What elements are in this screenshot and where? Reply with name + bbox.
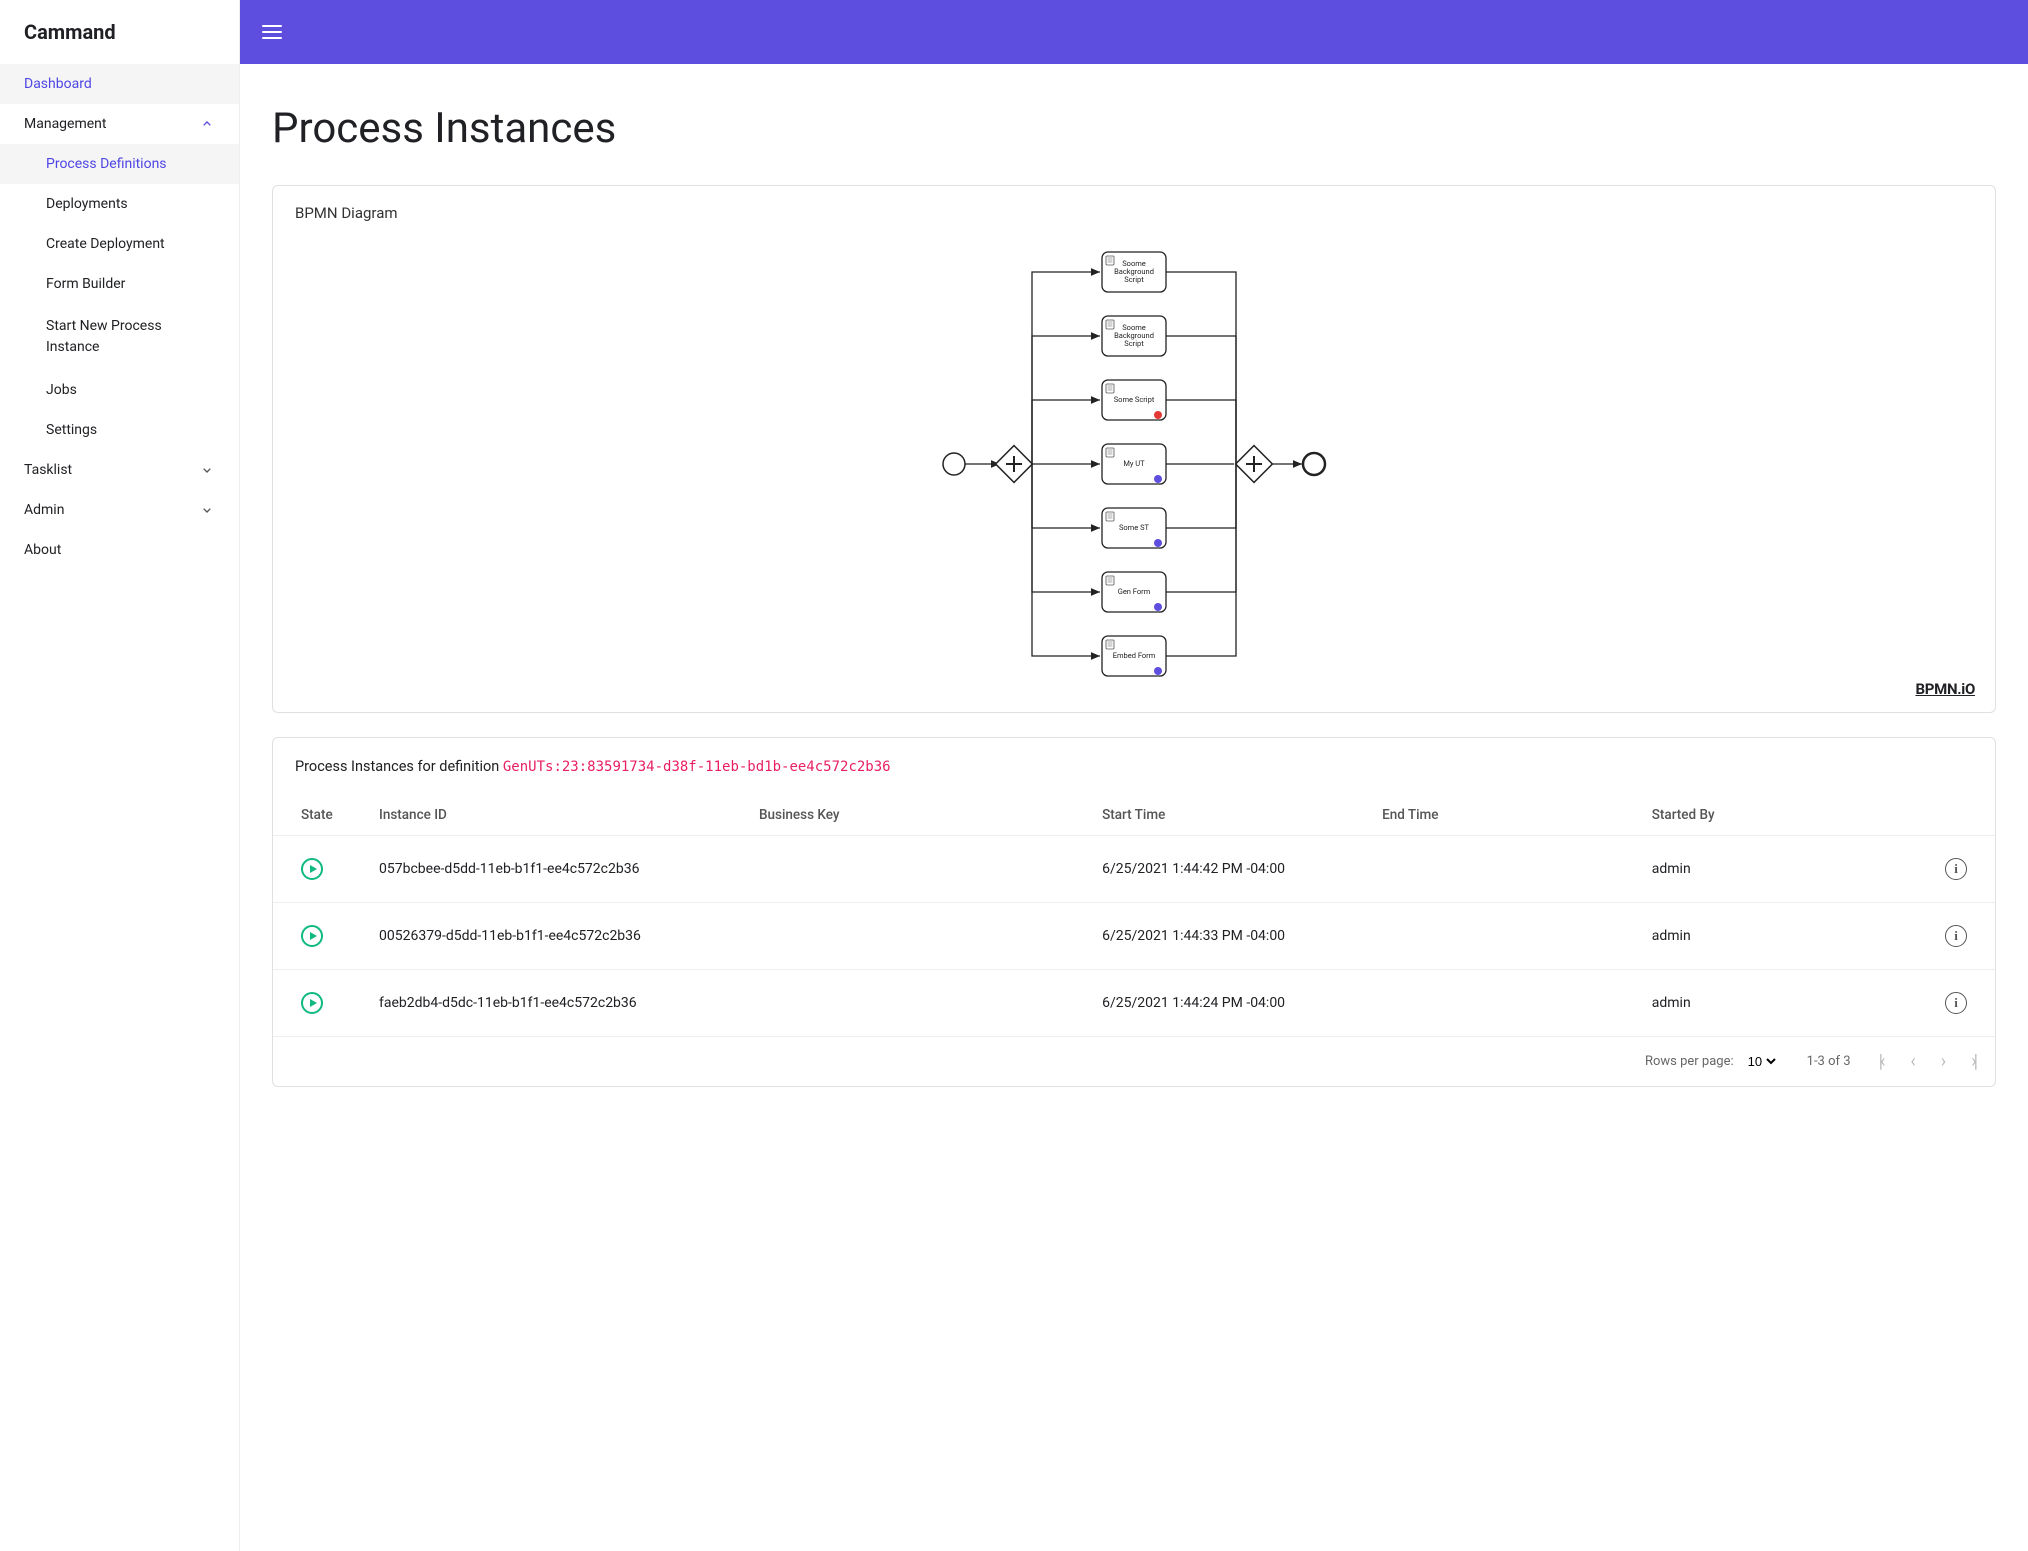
instances-card: Process Instances for definition GenUTs:… <box>272 737 1996 1087</box>
cell-start-time: 6/25/2021 1:44:33 PM -04:00 <box>1086 903 1366 970</box>
col-state: State <box>273 795 363 836</box>
sidebar-item-form-builder[interactable]: Form Builder <box>0 264 239 304</box>
sidebar-item-start-new-process[interactable]: Start New Process Instance <box>0 304 239 370</box>
cell-end-time <box>1366 836 1636 903</box>
sidebar-item-admin[interactable]: Admin <box>0 490 239 530</box>
col-business-key: Business Key <box>743 795 1086 836</box>
sidebar-item-label: Settings <box>46 422 97 438</box>
sidebar-item-label: Deployments <box>46 196 128 212</box>
running-icon <box>301 858 323 880</box>
rows-per-page-select[interactable]: 10 <box>1744 1053 1779 1070</box>
brand: Cammand <box>0 0 239 64</box>
rows-per-page-label: Rows per page: <box>1645 1054 1734 1069</box>
content: Process Instances BPMN Diagram SoomeBack… <box>240 64 2028 1151</box>
sidebar-item-label: Admin <box>24 502 64 518</box>
bpmn-logo[interactable]: BPMN.iO <box>1915 680 1975 698</box>
sidebar-item-label: Dashboard <box>24 76 92 92</box>
sidebar-item-jobs[interactable]: Jobs <box>0 370 239 410</box>
first-page-button[interactable]: |‹ <box>1879 1051 1883 1072</box>
table-row[interactable]: 00526379-d5dd-11eb-b1f1-ee4c572c2b36 6/25… <box>273 903 1995 970</box>
running-icon <box>301 992 323 1014</box>
sidebar-item-tasklist[interactable]: Tasklist <box>0 450 239 490</box>
svg-text:Embed Form: Embed Form <box>1113 651 1156 660</box>
sidebar-item-settings[interactable]: Settings <box>0 410 239 450</box>
sidebar-item-process-definitions[interactable]: Process Definitions <box>0 144 239 184</box>
cell-instance-id: 00526379-d5dd-11eb-b1f1-ee4c572c2b36 <box>363 903 743 970</box>
sidebar-item-label: Form Builder <box>46 276 125 292</box>
col-instance-id: Instance ID <box>363 795 743 836</box>
bpmn-diagram[interactable]: SoomeBackgroundScriptSoomeBackgroundScri… <box>273 232 1995 712</box>
sidebar-item-label: Tasklist <box>24 462 72 478</box>
table-header-row: State Instance ID Business Key Start Tim… <box>273 795 1995 836</box>
info-icon[interactable]: i <box>1945 992 1967 1014</box>
svg-text:Some ST: Some ST <box>1119 523 1150 532</box>
col-start-time: Start Time <box>1086 795 1366 836</box>
cell-start-time: 6/25/2021 1:44:42 PM -04:00 <box>1086 836 1366 903</box>
sidebar-item-create-deployment[interactable]: Create Deployment <box>0 224 239 264</box>
cell-instance-id: 057bcbee-d5dd-11eb-b1f1-ee4c572c2b36 <box>363 836 743 903</box>
definition-id[interactable]: GenUTs:23:83591734-d38f-11eb-bd1b-ee4c57… <box>503 759 891 775</box>
svg-text:My UT: My UT <box>1123 459 1145 468</box>
cell-business-key <box>743 903 1086 970</box>
main: Process Instances BPMN Diagram SoomeBack… <box>240 0 2028 1551</box>
paginator: Rows per page: 10 1-3 of 3 |‹ ‹ › ›| <box>273 1037 1995 1086</box>
cell-start-time: 6/25/2021 1:44:24 PM -04:00 <box>1086 970 1366 1037</box>
cell-started-by: admin <box>1636 836 1925 903</box>
sidebar-item-dashboard[interactable]: Dashboard <box>0 64 239 104</box>
menu-icon[interactable] <box>260 20 284 44</box>
sidebar-item-label: Create Deployment <box>46 236 165 252</box>
sidebar-item-deployments[interactable]: Deployments <box>0 184 239 224</box>
info-icon[interactable]: i <box>1945 925 1967 947</box>
sidebar-item-label: Start New Process Instance <box>46 316 215 358</box>
prev-page-button[interactable]: ‹ <box>1910 1051 1912 1072</box>
sidebar-item-label: About <box>24 542 61 558</box>
col-actions <box>1925 795 1995 836</box>
cell-started-by: admin <box>1636 970 1925 1037</box>
table-row[interactable]: faeb2db4-d5dc-11eb-b1f1-ee4c572c2b36 6/25… <box>273 970 1995 1037</box>
next-page-button[interactable]: › <box>1941 1051 1943 1072</box>
chevron-down-icon <box>199 502 215 518</box>
cell-end-time <box>1366 970 1636 1037</box>
chevron-down-icon <box>199 462 215 478</box>
instances-prefix: Process Instances for definition <box>295 758 503 775</box>
sidebar-item-management[interactable]: Management <box>0 104 239 144</box>
sidebar-item-about[interactable]: About <box>0 530 239 570</box>
instances-table: State Instance ID Business Key Start Tim… <box>273 795 1995 1037</box>
cell-business-key <box>743 970 1086 1037</box>
svg-text:Script: Script <box>1124 275 1144 284</box>
running-icon <box>301 925 323 947</box>
topbar <box>240 0 2028 64</box>
sidebar-item-label: Jobs <box>46 382 77 398</box>
diagram-card: BPMN Diagram SoomeBackgroundScriptSoomeB… <box>272 185 1996 713</box>
chevron-up-icon <box>199 116 215 132</box>
pagination-range: 1-3 of 3 <box>1807 1054 1851 1069</box>
cell-end-time <box>1366 903 1636 970</box>
diagram-card-title: BPMN Diagram <box>273 186 1995 232</box>
cell-instance-id: faeb2db4-d5dc-11eb-b1f1-ee4c572c2b36 <box>363 970 743 1037</box>
svg-text:Gen Form: Gen Form <box>1118 587 1151 596</box>
sidebar-item-label: Management <box>24 116 106 132</box>
page-title: Process Instances <box>272 104 1996 153</box>
sidebar-item-label: Process Definitions <box>46 156 167 172</box>
col-started-by: Started By <box>1636 795 1925 836</box>
definition-line: Process Instances for definition GenUTs:… <box>273 738 1995 779</box>
cell-started-by: admin <box>1636 903 1925 970</box>
svg-text:Some Script: Some Script <box>1114 395 1155 404</box>
svg-text:Script: Script <box>1124 339 1144 348</box>
info-icon[interactable]: i <box>1945 858 1967 880</box>
sidebar: Cammand Dashboard Management Process Def… <box>0 0 240 1551</box>
last-page-button[interactable]: ›| <box>1971 1051 1975 1072</box>
col-end-time: End Time <box>1366 795 1636 836</box>
cell-business-key <box>743 836 1086 903</box>
table-row[interactable]: 057bcbee-d5dd-11eb-b1f1-ee4c572c2b36 6/25… <box>273 836 1995 903</box>
